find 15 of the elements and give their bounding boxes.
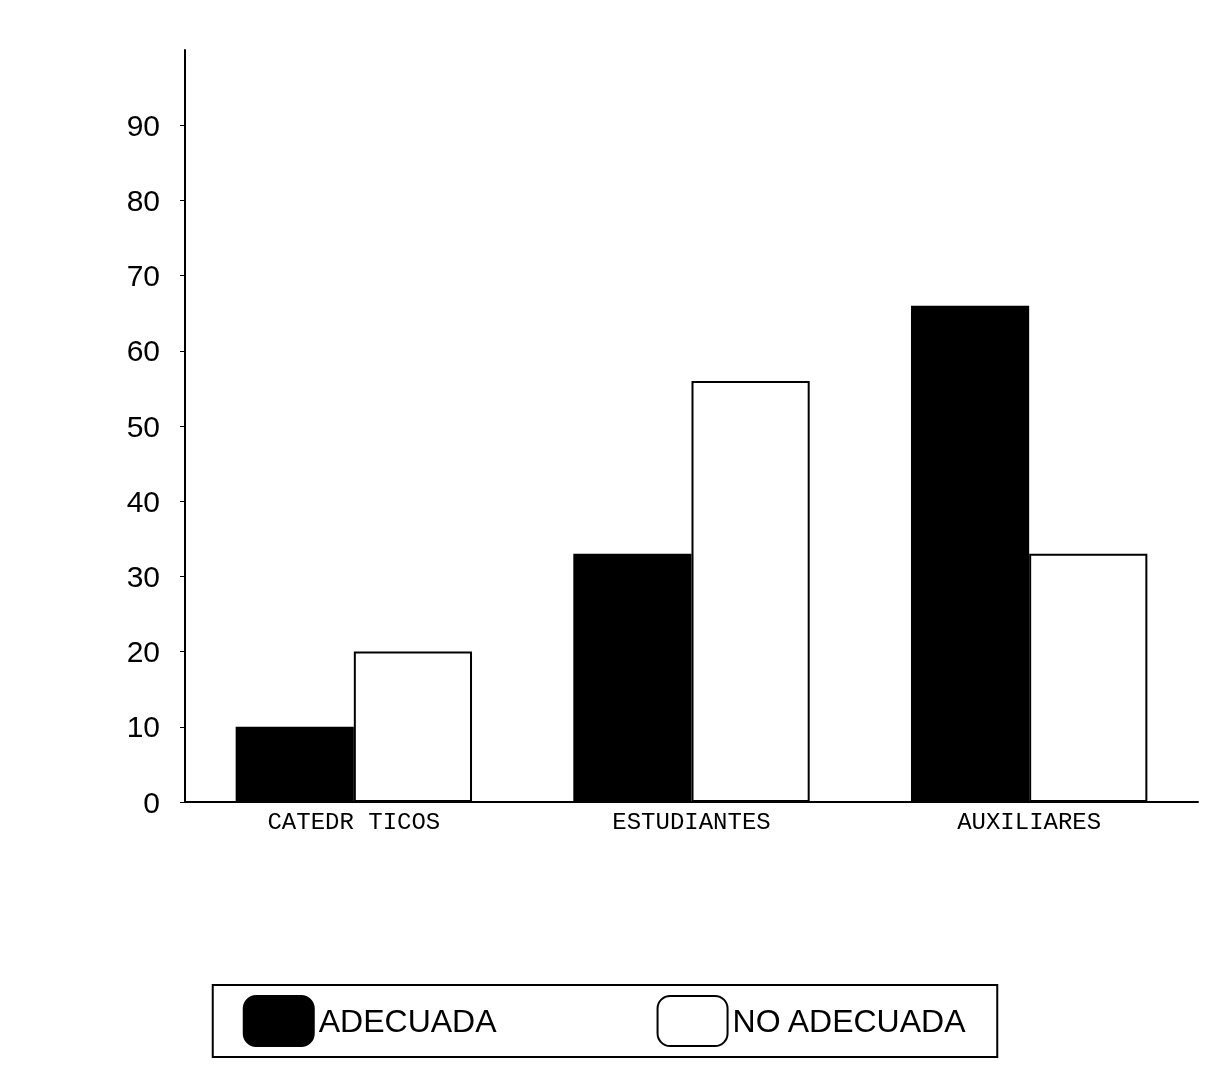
x-tick-label: ESTUDIANTES <box>612 808 771 836</box>
y-tick-label: 60 <box>126 334 160 368</box>
y-tick-label: 0 <box>143 785 160 819</box>
y-tick-label: 20 <box>126 635 160 669</box>
x-tick-label: CATEDR TICOS <box>267 808 441 836</box>
x-tick-label: AUXILIARES <box>957 808 1102 836</box>
legend-label: NO ADECUADA <box>732 1003 967 1039</box>
y-tick-label: 50 <box>126 409 160 443</box>
y-tick-label: 70 <box>126 259 160 293</box>
y-tick-label: 40 <box>126 484 160 518</box>
legend-label: ADECUADA <box>318 1003 498 1039</box>
y-tick-label: 30 <box>126 559 160 593</box>
y-tick-label: 90 <box>126 108 160 142</box>
y-tick-label: 80 <box>126 183 160 217</box>
y-tick-label: 10 <box>126 710 160 744</box>
